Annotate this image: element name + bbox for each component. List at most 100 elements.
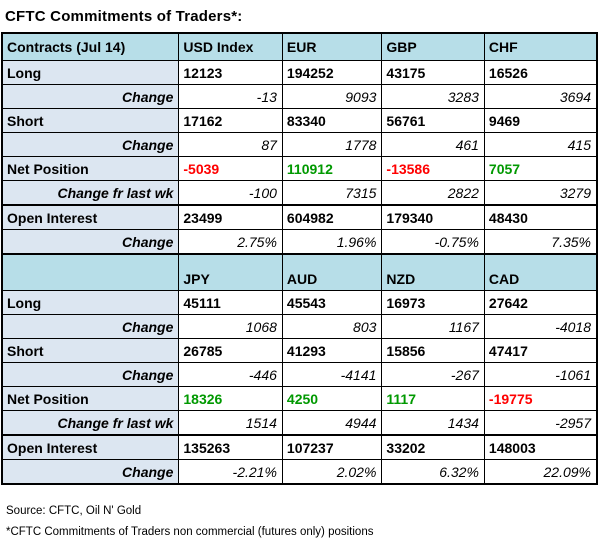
source-note: Source: CFTC, Oil N' Gold [6, 505, 142, 517]
data-cell: 7057 [483, 156, 598, 181]
data-cell: -2957 [483, 410, 598, 436]
row-label: Net Position [1, 156, 180, 181]
data-cell: 2822 [381, 180, 485, 206]
row-label: Change [1, 459, 180, 485]
data-cell: 148003 [483, 434, 598, 460]
table-row: Change 87 1778 461 415 [1, 132, 598, 157]
data-cell: 1.96% [281, 229, 383, 255]
data-cell: -4141 [281, 362, 383, 387]
row-label: Change fr last wk [1, 410, 180, 436]
data-cell: 194252 [281, 60, 383, 85]
data-cell: 23499 [178, 204, 283, 230]
section-header-row: Contracts (Jul 14) USD Index EUR GBP CHF [1, 32, 598, 61]
data-cell: 16973 [381, 290, 485, 315]
data-cell: 18326 [178, 386, 283, 411]
data-cell: 3279 [483, 180, 598, 206]
data-cell: 56761 [381, 108, 485, 133]
row-label: Change fr last wk [1, 180, 180, 206]
contracts-header [1, 253, 180, 291]
table-row: Long 45111 45543 16973 27642 [1, 290, 598, 315]
table-row: Open Interest 23499 604982 179340 48430 [1, 204, 598, 230]
table-row: Net Position -5039 110912 -13586 7057 [1, 156, 598, 181]
data-cell: 15856 [381, 338, 485, 363]
data-cell: -2.21% [178, 459, 283, 485]
data-cell: 9469 [483, 108, 598, 133]
section-header-row: JPY AUD NZD CAD [1, 253, 598, 291]
data-cell: 107237 [281, 434, 383, 460]
table-row: Change fr last wk 1514 4944 1434 -2957 [1, 410, 598, 436]
row-label: Short [1, 338, 180, 363]
data-cell: 461 [381, 132, 485, 157]
data-cell: -4018 [483, 314, 598, 339]
data-cell: 1068 [178, 314, 283, 339]
data-cell: 1434 [381, 410, 485, 436]
table-row: Change fr last wk -100 7315 2822 3279 [1, 180, 598, 206]
data-cell: 2.75% [178, 229, 283, 255]
data-cell: 26785 [178, 338, 283, 363]
data-cell: 87 [178, 132, 283, 157]
page-title: CFTC Commitments of Traders*: [5, 8, 243, 25]
footer: Source: CFTC, Oil N' Gold *CFTC Commitme… [6, 501, 600, 543]
row-label: Change [1, 314, 180, 339]
data-cell: 604982 [281, 204, 383, 230]
row-label: Net Position [1, 386, 180, 411]
data-cell: -5039 [178, 156, 283, 181]
data-cell: 17162 [178, 108, 283, 133]
row-label: Change [1, 229, 180, 255]
data-cell: -13586 [381, 156, 485, 181]
row-label: Change [1, 132, 180, 157]
data-cell: 179340 [381, 204, 485, 230]
table-row: Short 17162 83340 56761 9469 [1, 108, 598, 133]
table-row: Change -13 9093 3283 3694 [1, 84, 598, 109]
data-cell: 7315 [281, 180, 383, 206]
table-row: Short 26785 41293 15856 47417 [1, 338, 598, 363]
cot-table-body: Contracts (Jul 14) USD Index EUR GBP CHF Long… [1, 32, 598, 485]
column-header-aud: AUD [281, 253, 383, 291]
data-cell: 6.32% [381, 459, 485, 485]
data-cell: 1778 [281, 132, 383, 157]
column-header-cad: CAD [483, 253, 598, 291]
data-cell: 135263 [178, 434, 283, 460]
data-cell: 27642 [483, 290, 598, 315]
table-row: Change -2.21% 2.02% 6.32% 22.09% [1, 459, 598, 485]
table-row: Open Interest 135263 107237 33202 148003 [1, 434, 598, 460]
data-cell: 4944 [281, 410, 383, 436]
data-cell: 48430 [483, 204, 598, 230]
data-cell: -13 [178, 84, 283, 109]
data-cell: 3694 [483, 84, 598, 109]
data-cell: 2.02% [281, 459, 383, 485]
row-label: Change [1, 84, 180, 109]
row-label: Change [1, 362, 180, 387]
data-cell: 12123 [178, 60, 283, 85]
data-cell: -1061 [483, 362, 598, 387]
table-row: Change -446 -4141 -267 -1061 [1, 362, 598, 387]
row-label: Long [1, 60, 180, 85]
data-cell: 45543 [281, 290, 383, 315]
data-cell: 803 [281, 314, 383, 339]
data-cell: 43175 [381, 60, 485, 85]
data-cell: -0.75% [381, 229, 485, 255]
column-header-chf: CHF [483, 32, 598, 61]
data-cell: -100 [178, 180, 283, 206]
cot-table: Contracts (Jul 14) USD Index EUR GBP CHF Long… [1, 32, 598, 485]
data-cell: 4250 [281, 386, 383, 411]
data-cell: 1514 [178, 410, 283, 436]
data-cell: 83340 [281, 108, 383, 133]
table-row: Net Position 18326 4250 1117 -19775 [1, 386, 598, 411]
row-label: Open Interest [1, 204, 180, 230]
data-cell: 45111 [178, 290, 283, 315]
data-cell: 22.09% [483, 459, 598, 485]
data-cell: 33202 [381, 434, 485, 460]
column-header-jpy: JPY [178, 253, 283, 291]
table-row: Long 12123 194252 43175 16526 [1, 60, 598, 85]
data-cell: 110912 [281, 156, 383, 181]
row-label: Long [1, 290, 180, 315]
data-cell: 9093 [281, 84, 383, 109]
table-row: Change 1068 803 1167 -4018 [1, 314, 598, 339]
row-label: Open Interest [1, 434, 180, 460]
data-cell: 41293 [281, 338, 383, 363]
data-cell: 16526 [483, 60, 598, 85]
column-header-gbp: GBP [381, 32, 485, 61]
column-header-eur: EUR [281, 32, 383, 61]
